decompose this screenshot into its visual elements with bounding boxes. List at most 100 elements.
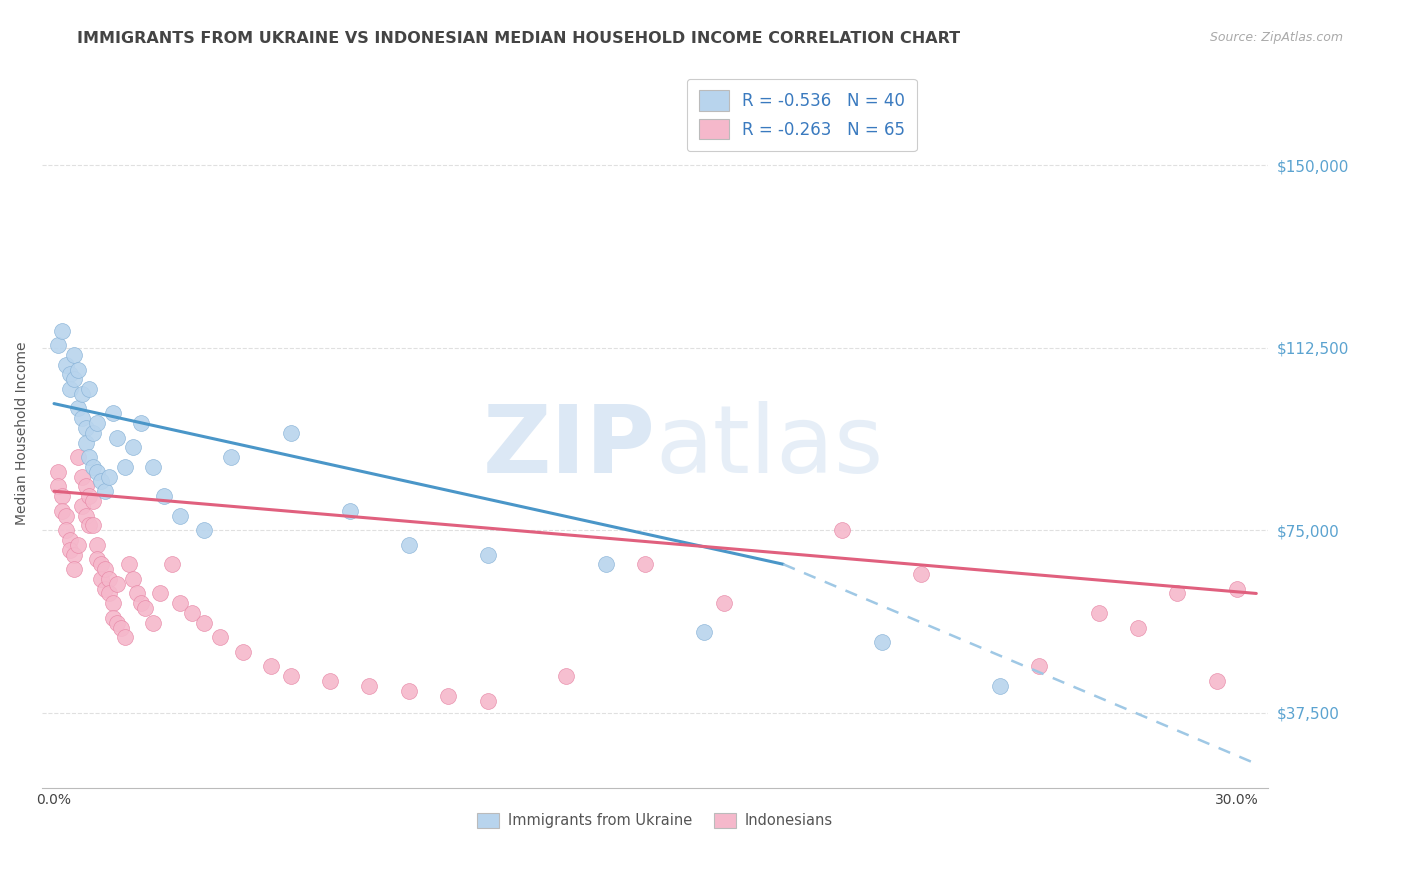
Point [359,679,381,693]
Point [142,459,165,474]
Point [1028,659,1050,673]
Point [79,450,101,464]
Point [86,465,108,479]
Point [280,669,302,683]
Point [86,538,108,552]
Point [142,615,165,630]
Point [1166,586,1188,600]
Point [55,523,77,537]
Point [46,465,69,479]
Point [1087,606,1109,620]
Point [134,601,156,615]
Point [46,479,69,493]
Point [59,368,82,382]
Point [129,596,152,610]
Point [110,621,132,635]
Text: Source: ZipAtlas.com: Source: ZipAtlas.com [1209,31,1343,45]
Point [232,645,254,659]
Point [162,558,184,572]
Point [870,635,893,649]
Point [105,576,128,591]
Point [59,533,82,547]
Point [1126,621,1149,635]
Point [208,630,231,644]
Point [62,348,84,362]
Point [82,494,104,508]
Point [831,523,853,537]
Text: ZIP: ZIP [482,401,655,493]
Point [129,416,152,430]
Point [98,469,121,483]
Point [398,683,420,698]
Point [79,518,101,533]
Point [595,558,617,572]
Point [555,669,578,683]
Point [75,435,97,450]
Point [169,508,191,523]
Point [105,615,128,630]
Text: atlas: atlas [655,401,883,493]
Point [79,382,101,396]
Point [90,558,112,572]
Point [46,338,69,352]
Point [1205,674,1227,689]
Point [114,459,136,474]
Point [59,382,82,396]
Point [75,421,97,435]
Point [193,615,215,630]
Point [634,558,657,572]
Point [910,566,932,581]
Point [82,459,104,474]
Point [94,582,117,596]
Point [477,693,499,707]
Point [70,469,93,483]
Point [280,425,302,440]
Point [121,441,143,455]
Point [437,689,460,703]
Point [105,431,128,445]
Point [477,548,499,562]
Point [66,401,89,416]
Y-axis label: Median Household Income: Median Household Income [15,341,30,524]
Point [59,542,82,557]
Point [62,562,84,576]
Point [101,596,124,610]
Point [90,572,112,586]
Point [62,548,84,562]
Point [693,625,716,640]
Point [339,504,361,518]
Point [75,479,97,493]
Point [114,630,136,644]
Point [713,596,735,610]
Point [82,518,104,533]
Point [51,504,73,518]
Point [98,572,121,586]
Point [118,558,141,572]
Point [221,450,243,464]
Point [193,523,215,537]
Point [121,572,143,586]
Point [319,674,342,689]
Point [55,508,77,523]
Point [98,586,121,600]
Point [260,659,283,673]
Point [70,411,93,425]
Point [988,679,1011,693]
Point [94,484,117,499]
Point [86,552,108,566]
Legend: Immigrants from Ukraine, Indonesians: Immigrants from Ukraine, Indonesians [471,807,839,834]
Point [82,425,104,440]
Point [66,362,89,376]
Point [51,489,73,503]
Point [169,596,191,610]
Point [125,586,148,600]
Point [66,538,89,552]
Point [55,358,77,372]
Point [90,475,112,489]
Point [101,406,124,420]
Point [153,489,176,503]
Text: IMMIGRANTS FROM UKRAINE VS INDONESIAN MEDIAN HOUSEHOLD INCOME CORRELATION CHART: IMMIGRANTS FROM UKRAINE VS INDONESIAN ME… [77,31,960,46]
Point [94,562,117,576]
Point [101,611,124,625]
Point [70,387,93,401]
